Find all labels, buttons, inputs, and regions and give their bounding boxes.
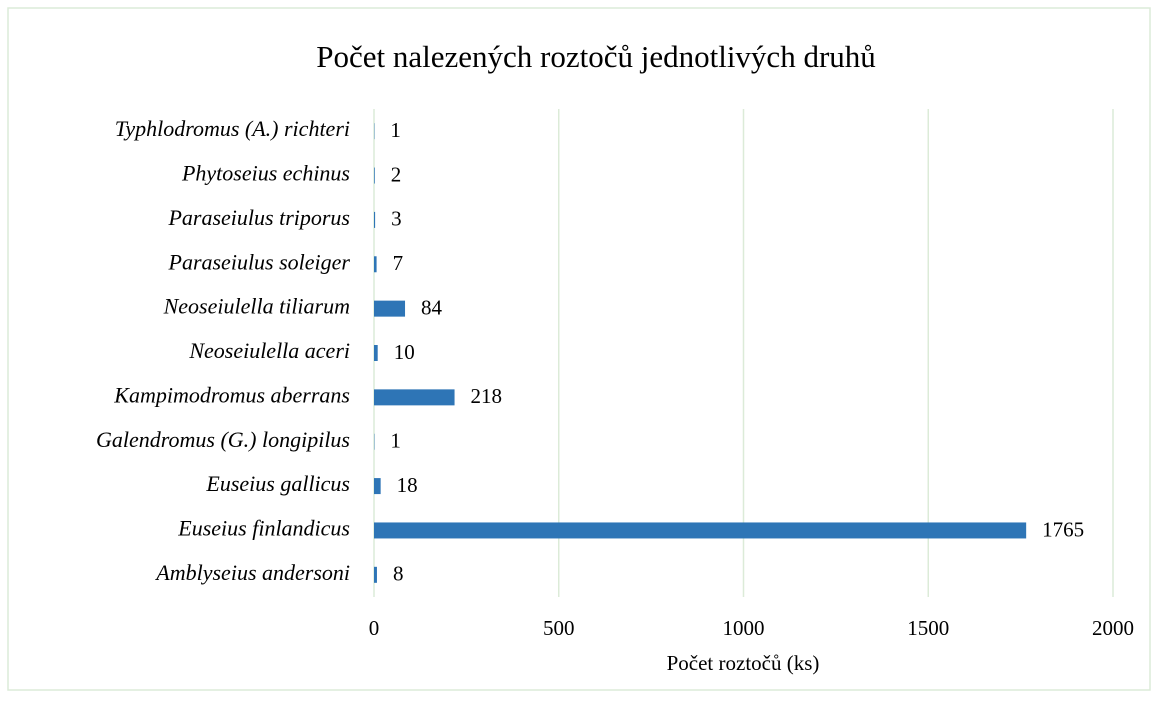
data-label: 1	[390, 118, 401, 142]
data-label: 1765	[1042, 517, 1084, 541]
x-tick-label: 1000	[723, 616, 765, 640]
x-tick-label: 1500	[907, 616, 949, 640]
bar	[374, 345, 378, 361]
y-tick-label: Paraseiulus triporus	[167, 205, 350, 230]
bar	[374, 478, 381, 495]
data-label: 8	[393, 562, 404, 586]
chart-title: Počet nalezených roztočů jednotlivých dr…	[316, 39, 876, 74]
y-tick-label: Amblyseius andersoni	[154, 560, 350, 585]
x-tick-label: 500	[543, 616, 575, 640]
y-tick-label: Euseius finlandicus	[177, 516, 350, 541]
bar	[374, 300, 406, 317]
bar	[374, 211, 376, 228]
data-label: 1	[390, 429, 401, 453]
data-label: 7	[393, 251, 404, 275]
data-label: 18	[397, 473, 418, 497]
x-axis-title: Počet roztočů (ks)	[667, 651, 820, 675]
y-tick-label: Typhlodromus (A.) richteri	[115, 116, 350, 141]
data-label: 3	[391, 207, 402, 231]
bar	[374, 389, 455, 406]
y-tick-label: Galendromus (G.) longipilus	[96, 427, 350, 452]
bar	[374, 167, 375, 184]
bar	[374, 522, 1027, 539]
data-label: 218	[471, 384, 503, 408]
y-tick-label: Neoseiulella tiliarum	[163, 294, 350, 319]
data-label: 2	[391, 162, 402, 186]
x-tick-label: 0	[369, 616, 380, 640]
x-tick-label: 2000	[1092, 616, 1134, 640]
bar	[374, 566, 377, 583]
y-tick-label: Kampimodromus aberrans	[113, 382, 350, 407]
data-label: 10	[394, 340, 415, 364]
y-tick-label: Phytoseius echinus	[181, 161, 350, 186]
bar	[374, 256, 377, 273]
y-tick-label: Neoseiulella aceri	[188, 338, 350, 363]
data-label: 84	[421, 295, 443, 319]
y-tick-label: Paraseiulus soleiger	[168, 249, 351, 274]
chart-border	[7, 7, 1151, 691]
y-tick-label: Euseius gallicus	[205, 471, 350, 496]
